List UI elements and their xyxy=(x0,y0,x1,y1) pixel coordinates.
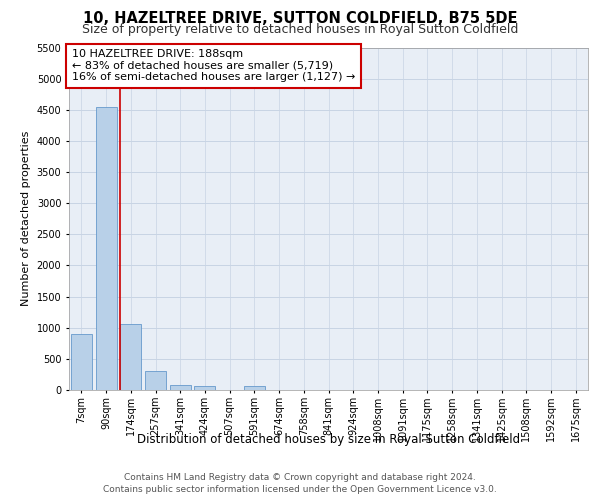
Bar xyxy=(120,324,141,390)
Text: 10, HAZELTREE DRIVE, SUTTON COLDFIELD, B75 5DE: 10, HAZELTREE DRIVE, SUTTON COLDFIELD, B… xyxy=(83,11,517,26)
Bar xyxy=(71,334,92,390)
Text: 10 HAZELTREE DRIVE: 188sqm
← 83% of detached houses are smaller (5,719)
16% of s: 10 HAZELTREE DRIVE: 188sqm ← 83% of deta… xyxy=(71,49,355,82)
Text: Distribution of detached houses by size in Royal Sutton Coldfield: Distribution of detached houses by size … xyxy=(137,432,520,446)
Bar xyxy=(95,106,116,390)
Bar xyxy=(145,372,166,390)
Y-axis label: Number of detached properties: Number of detached properties xyxy=(21,131,31,306)
Bar xyxy=(244,386,265,390)
Bar xyxy=(170,386,191,390)
Text: Size of property relative to detached houses in Royal Sutton Coldfield: Size of property relative to detached ho… xyxy=(82,22,518,36)
Bar xyxy=(194,386,215,390)
Text: Contains HM Land Registry data © Crown copyright and database right 2024.
Contai: Contains HM Land Registry data © Crown c… xyxy=(103,472,497,494)
